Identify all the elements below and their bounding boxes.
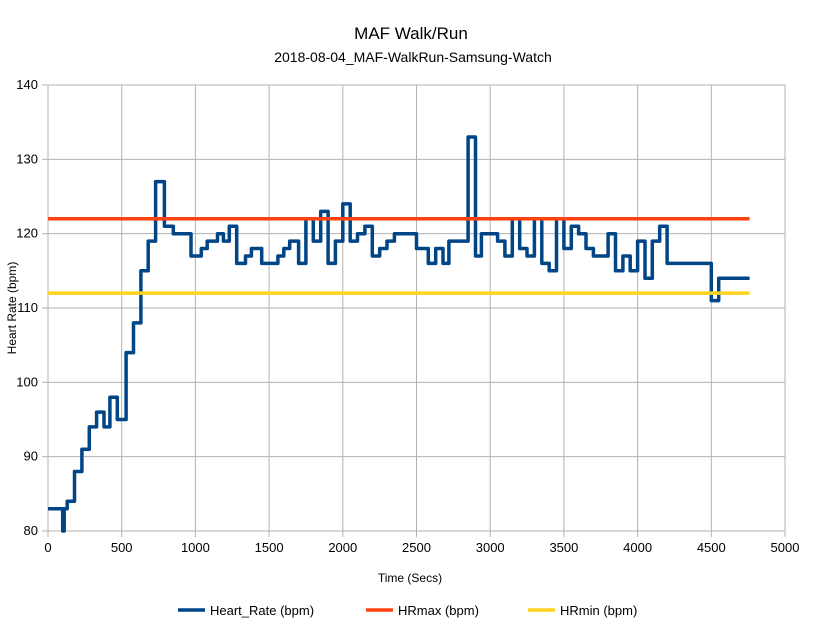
x-tick-label: 5000 xyxy=(771,540,800,555)
x-axis-label: Time (Secs) xyxy=(378,571,442,585)
x-tick-label: 1000 xyxy=(181,540,210,555)
legend-label-heart-rate-bpm: Heart_Rate (bpm) xyxy=(210,603,314,618)
legend-label-hrmin-bpm: HRmin (bpm) xyxy=(560,603,637,618)
series-group xyxy=(48,135,750,533)
grid-lines xyxy=(47,84,786,532)
y-tick-label: 130 xyxy=(16,151,38,166)
x-tick-label: 2500 xyxy=(402,540,431,555)
y-axis-ticks: 80 90 100 110 120 130 140 xyxy=(16,77,48,538)
y-tick-label: 90 xyxy=(24,449,38,464)
x-tick-label: 3000 xyxy=(476,540,505,555)
y-tick-label: 140 xyxy=(16,77,38,92)
x-tick-label: 3500 xyxy=(549,540,578,555)
x-tick-label: 500 xyxy=(111,540,133,555)
chart-title: MAF Walk/Run xyxy=(354,24,468,43)
x-tick-label: 0 xyxy=(44,540,51,555)
y-tick-label: 110 xyxy=(17,300,38,315)
legend-label-hrmax-bpm: HRmax (bpm) xyxy=(398,603,479,618)
y-tick-label: 80 xyxy=(24,523,38,538)
legend: Heart_Rate (bpm) HRmax (bpm) HRmin (bpm) xyxy=(178,603,637,618)
x-axis-ticks: 0 500 1000 1500 2000 2500 3000 3500 4000 4500 5000 xyxy=(44,531,799,555)
chart-subtitle: 2018-08-04_MAF-WalkRun-Samsung-Watch xyxy=(274,49,552,65)
plot-frame xyxy=(47,84,786,532)
x-tick-label: 1500 xyxy=(255,540,284,555)
y-tick-label: 120 xyxy=(16,226,38,241)
x-tick-label: 4500 xyxy=(697,540,726,555)
x-tick-label: 2000 xyxy=(328,540,357,555)
y-tick-label: 100 xyxy=(16,374,38,389)
series-line-heart-rate-bpm xyxy=(48,135,750,533)
y-axis-label: Heart Rate (bpm) xyxy=(5,262,19,355)
x-tick-label: 4000 xyxy=(623,540,652,555)
